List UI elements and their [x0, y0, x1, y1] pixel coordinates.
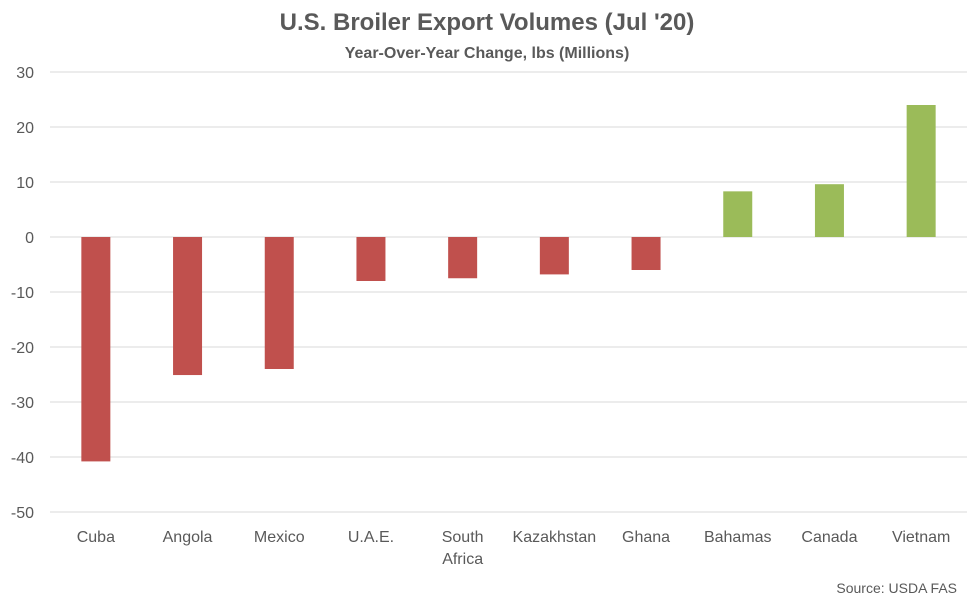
y-tick-label: -20 — [11, 340, 34, 357]
y-tick-label: 20 — [16, 120, 34, 137]
y-tick-label: 30 — [16, 65, 34, 82]
x-category-label-line: Angola — [163, 529, 213, 546]
y-tick-label: -50 — [11, 505, 34, 522]
x-category-label: Canada — [801, 529, 857, 546]
bar-ghana — [631, 237, 661, 270]
bar-u-a-e — [356, 237, 386, 281]
x-category-label: Vietnam — [892, 529, 950, 546]
x-category-label-line: Ghana — [622, 529, 670, 546]
y-tick-label: 10 — [16, 175, 34, 192]
bars — [81, 105, 936, 462]
bar-cuba — [81, 237, 111, 462]
x-category-label: U.A.E. — [348, 529, 394, 546]
x-category-label-line: Vietnam — [892, 529, 950, 546]
x-category-label-line: Africa — [442, 551, 483, 568]
y-axis-ticks: 30 20 10 0 -10 -20 -30 -40 -50 — [11, 65, 34, 522]
x-category-label-line: Cuba — [77, 529, 115, 546]
chart-subtitle: Year-Over-Year Change, lbs (Millions) — [345, 45, 630, 62]
x-category-label-line: Bahamas — [704, 529, 772, 546]
source-note: Source: USDA FAS — [836, 580, 957, 596]
x-category-label: South Africa — [442, 529, 484, 568]
gridlines — [50, 71, 967, 513]
bar-mexico — [264, 237, 294, 369]
x-category-label-line: South — [442, 529, 484, 546]
x-category-label-line: Canada — [801, 529, 857, 546]
x-category-label: Bahamas — [704, 529, 772, 546]
x-category-label-line: U.A.E. — [348, 529, 394, 546]
x-axis-labels: Cuba Angola Mexico U.A.E. South Africa Kazakhs… — [77, 529, 951, 568]
bar-angola — [173, 237, 203, 376]
bar-canada — [814, 184, 844, 237]
y-tick-label: -30 — [11, 395, 34, 412]
x-category-label: Kazakhstan — [513, 529, 597, 546]
y-tick-label: -10 — [11, 285, 34, 302]
x-category-label-line: Mexico — [254, 529, 305, 546]
bar-vietnam — [906, 105, 936, 237]
bar-kazakhstan — [539, 237, 569, 275]
x-category-label: Mexico — [254, 529, 305, 546]
bar-bahamas — [723, 191, 753, 237]
x-category-label: Angola — [163, 529, 213, 546]
y-tick-label: -40 — [11, 450, 34, 467]
x-category-label-line: Kazakhstan — [513, 529, 597, 546]
bar-south-africa — [448, 237, 478, 279]
x-category-label: Ghana — [622, 529, 670, 546]
chart-title: U.S. Broiler Export Volumes (Jul '20) — [280, 9, 695, 36]
y-tick-label: 0 — [25, 230, 34, 247]
x-category-label: Cuba — [77, 529, 115, 546]
